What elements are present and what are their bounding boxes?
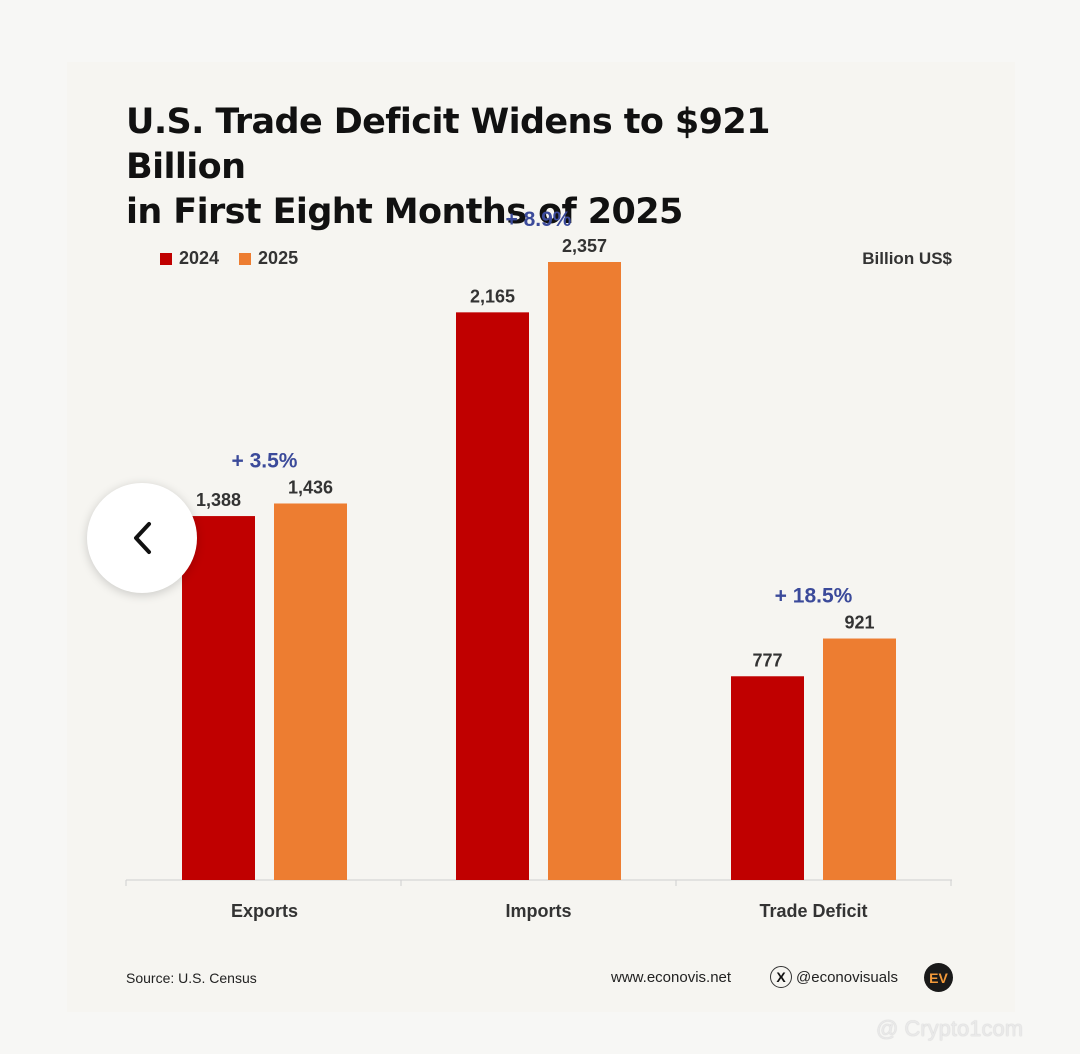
- data-label-exports-2025: 1,436: [288, 477, 333, 497]
- data-label-trade-deficit-2024: 777: [752, 650, 782, 670]
- bar-imports-2025: [548, 262, 621, 880]
- legend-item-2025: 2025: [239, 248, 298, 269]
- legend-swatch-2024: [160, 252, 172, 265]
- bar-exports-2024: [182, 516, 255, 880]
- legend: 2024 2025: [160, 248, 298, 269]
- bar-exports-2025: [274, 503, 347, 880]
- legend-swatch-2025: [239, 252, 252, 265]
- data-label-imports-2024: 2,165: [470, 286, 515, 306]
- bar-trade-deficit-2025: [823, 638, 896, 880]
- x-handle-text: @econovisuals: [796, 968, 898, 986]
- change-label-exports: + 3.5%: [232, 449, 298, 472]
- x-tick-label-exports: Exports: [231, 901, 298, 921]
- x-tick-label-trade-deficit: Trade Deficit: [759, 901, 867, 921]
- website-link[interactable]: www.econovis.net: [611, 969, 732, 986]
- unit-label: Billion US$: [862, 249, 952, 268]
- source-note: Source: U.S. Census: [126, 970, 257, 986]
- bar-trade-deficit-2024: [731, 676, 804, 880]
- legend-item-2024: 2024: [160, 248, 219, 269]
- chevron-left-icon: [134, 522, 151, 554]
- legend-label-2025: 2025: [258, 248, 299, 268]
- data-label-imports-2025: 2,357: [562, 236, 607, 256]
- change-label-trade-deficit: + 18.5%: [775, 585, 853, 608]
- chart-title-line-2: in First Eight Months of 2025: [126, 192, 683, 232]
- x-handle-link[interactable]: X @econovisuals: [770, 966, 898, 988]
- watermark: @ Crypto1com: [876, 1016, 1023, 1042]
- x-logo-icon: X: [770, 966, 792, 988]
- econovis-logo: EV: [924, 963, 953, 992]
- data-label-exports-2024: 1,388: [196, 490, 241, 510]
- legend-label-2024: 2024: [179, 248, 220, 268]
- data-label-trade-deficit-2025: 921: [844, 613, 874, 633]
- back-button[interactable]: [87, 483, 197, 593]
- watermark-text: @ Crypto1com: [876, 1016, 1024, 1041]
- chart-title: U.S. Trade Deficit Widens to $921 Billio…: [126, 100, 886, 235]
- change-label-imports: + 8.9%: [506, 208, 572, 231]
- chart-title-line-1: U.S. Trade Deficit Widens to $921 Billio…: [126, 102, 770, 187]
- x-tick-label-imports: Imports: [505, 901, 571, 921]
- bar-imports-2024: [456, 312, 529, 881]
